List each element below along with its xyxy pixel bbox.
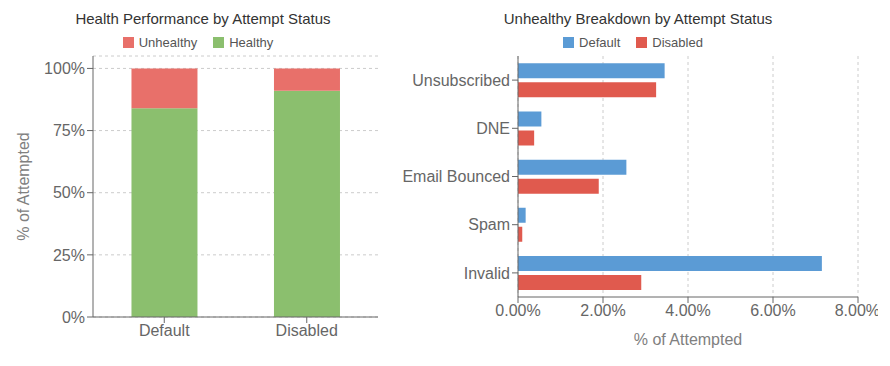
svg-text:Disabled: Disabled xyxy=(276,322,338,339)
svg-text:75%: 75% xyxy=(53,122,85,139)
svg-text:% of Attempted: % of Attempted xyxy=(15,132,32,241)
svg-text:2.00%: 2.00% xyxy=(580,302,625,319)
html-text:Disabled: Disabled xyxy=(652,35,703,50)
svg-text:6.00%: 6.00% xyxy=(750,302,795,319)
svg-text:% of Attempted: % of Attempted xyxy=(634,331,743,348)
html-text:Healthy: Healthy xyxy=(229,35,274,50)
svg-text:0%: 0% xyxy=(62,309,85,326)
svg-text:Default: Default xyxy=(139,322,190,339)
svg-text:DNE: DNE xyxy=(476,120,510,137)
svg-text:4.00%: 4.00% xyxy=(665,302,710,319)
html-text:Health Performance by Attempt: Health Performance by Attempt Status xyxy=(75,10,331,27)
svg-text:100%: 100% xyxy=(44,60,85,77)
svg-text:50%: 50% xyxy=(53,184,85,201)
html-text:Default: Default xyxy=(579,35,621,50)
svg-text:Email Bounced: Email Bounced xyxy=(402,168,510,185)
svg-text:8.00%: 8.00% xyxy=(835,302,878,319)
svg-text:0.00%: 0.00% xyxy=(495,302,540,319)
svg-text:25%: 25% xyxy=(53,247,85,264)
svg-text:Unsubscribed: Unsubscribed xyxy=(412,72,510,89)
svg-text:Invalid: Invalid xyxy=(464,265,510,282)
html-text:Unhealthy: Unhealthy xyxy=(138,35,198,50)
html-text:Unhealthy Breakdown by Attempt: Unhealthy Breakdown by Attempt Status xyxy=(503,10,773,27)
svg-text:Spam: Spam xyxy=(468,216,510,233)
